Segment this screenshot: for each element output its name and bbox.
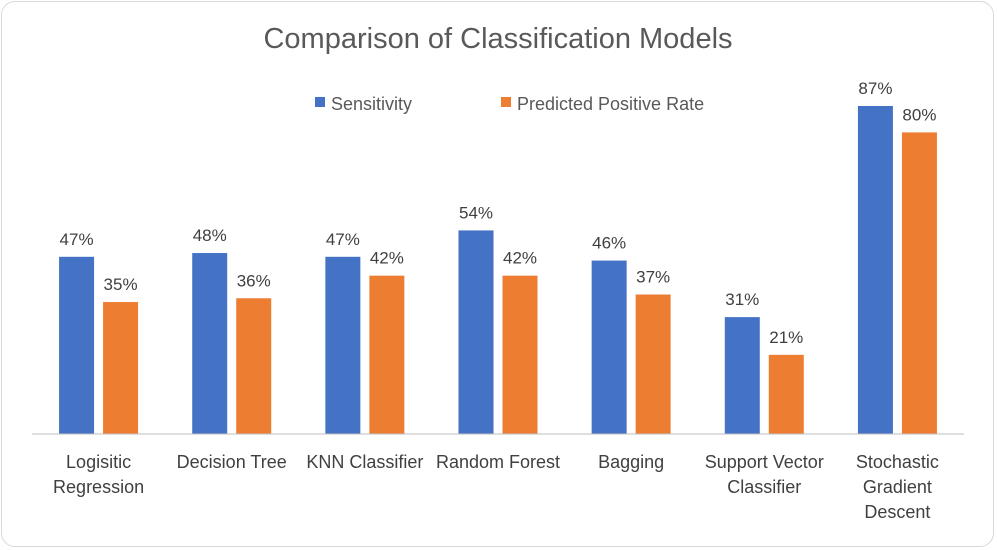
data-label-sensitivity-5: 31% — [725, 290, 759, 309]
bar-sensitivity-3 — [458, 230, 494, 434]
category-label-6-1: Gradient — [863, 477, 932, 497]
category-label-5-0: Support Vector — [705, 452, 824, 472]
data-label-predicted-positive-rate-5: 21% — [769, 328, 803, 347]
bar-predicted-positive-rate-0 — [103, 302, 139, 434]
bar-sensitivity-6 — [857, 106, 893, 434]
data-label-sensitivity-4: 46% — [592, 234, 626, 253]
category-label-6-2: Descent — [864, 502, 930, 522]
data-label-predicted-positive-rate-2: 42% — [370, 249, 404, 268]
category-label-6-0: Stochastic — [856, 452, 939, 472]
legend-swatch-sensitivity — [315, 97, 325, 107]
data-label-predicted-positive-rate-4: 37% — [636, 268, 670, 287]
chart-title: Comparison of Classification Models — [263, 23, 732, 55]
data-label-predicted-positive-rate-3: 42% — [503, 249, 537, 268]
data-label-predicted-positive-rate-0: 35% — [104, 275, 138, 294]
legend-label-sensitivity: Sensitivity — [331, 94, 412, 114]
bar-predicted-positive-rate-5 — [768, 354, 804, 434]
bar-sensitivity-4 — [591, 260, 627, 434]
category-label-1-0: Decision Tree — [177, 452, 287, 472]
bar-predicted-positive-rate-3 — [502, 275, 538, 434]
bar-sensitivity-1 — [192, 253, 228, 434]
data-label-sensitivity-1: 48% — [193, 226, 227, 245]
data-label-predicted-positive-rate-1: 36% — [237, 271, 271, 290]
data-label-sensitivity-3: 54% — [459, 203, 493, 222]
bar-predicted-positive-rate-2 — [369, 275, 405, 434]
legend: Sensitivity Predicted Positive Rate — [315, 94, 704, 114]
category-label-2-0: KNN Classifier — [306, 452, 423, 472]
legend-label-predicted-positive-rate: Predicted Positive Rate — [517, 94, 704, 114]
data-label-sensitivity-0: 47% — [60, 230, 94, 249]
data-label-predicted-positive-rate-6: 80% — [902, 105, 936, 124]
bar-predicted-positive-rate-1 — [236, 298, 272, 434]
bar-predicted-positive-rate-4 — [635, 294, 671, 434]
plot-area: 47% 35% Logisitic Regression 48% 36% Decision … — [53, 79, 939, 522]
bar-predicted-positive-rate-6 — [901, 132, 937, 434]
legend-swatch-predicted-positive-rate — [501, 97, 511, 107]
bar-sensitivity-2 — [325, 256, 361, 434]
data-label-sensitivity-6: 87% — [858, 79, 892, 98]
bar-sensitivity-5 — [724, 317, 760, 434]
data-label-sensitivity-2: 47% — [326, 230, 360, 249]
category-label-4-0: Bagging — [598, 452, 664, 472]
category-label-0-0: Logisitic — [66, 452, 131, 472]
category-label-5-1: Classifier — [727, 477, 801, 497]
bar-sensitivity-0 — [59, 256, 95, 434]
category-label-0-1: Regression — [53, 477, 144, 497]
category-label-3-0: Random Forest — [436, 452, 560, 472]
